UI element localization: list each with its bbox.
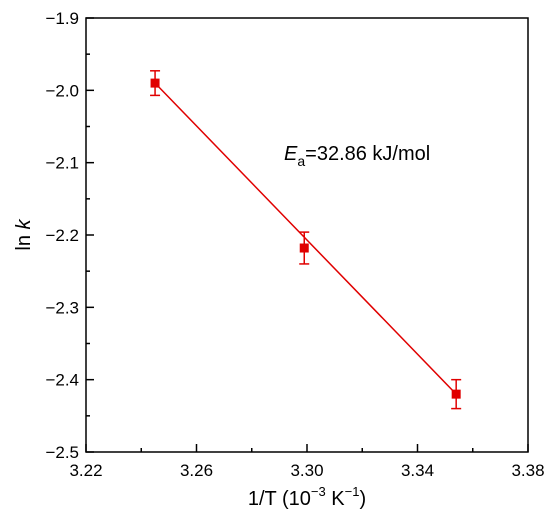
data-point: [150, 78, 160, 88]
data-point: [451, 389, 461, 399]
y-tick-label: −1.9: [45, 9, 79, 28]
x-tick-label: 3.38: [511, 461, 544, 480]
activation-energy-annotation: Ea=32.86 kJ/mol: [284, 143, 430, 169]
x-tick-label: 3.30: [290, 461, 323, 480]
data-points-group: [150, 70, 462, 410]
x-axis-title: 1/T (10−3 K−1): [248, 484, 366, 510]
y-tick-label: −2.2: [45, 226, 79, 245]
x-tick-label: 3.22: [69, 461, 102, 480]
x-tick-label: 3.26: [180, 461, 213, 480]
x-tick-label: 3.34: [401, 461, 434, 480]
y-tick-label: −2.0: [45, 81, 79, 100]
fit-line-group: [154, 82, 457, 395]
y-tick-label: −2.5: [45, 443, 79, 462]
linear-fit-line: [154, 82, 457, 395]
data-point: [299, 243, 309, 253]
y-tick-label: −2.4: [45, 371, 79, 390]
axis-ticks: 3.22 3.26 3.30 3.34 3.38 −2.5 −2.4 −2.3 −2.2 −2.1…: [45, 9, 544, 480]
y-axis-title: ln k: [13, 218, 35, 250]
y-tick-label: −2.1: [45, 154, 79, 173]
y-tick-label: −2.3: [45, 298, 79, 317]
